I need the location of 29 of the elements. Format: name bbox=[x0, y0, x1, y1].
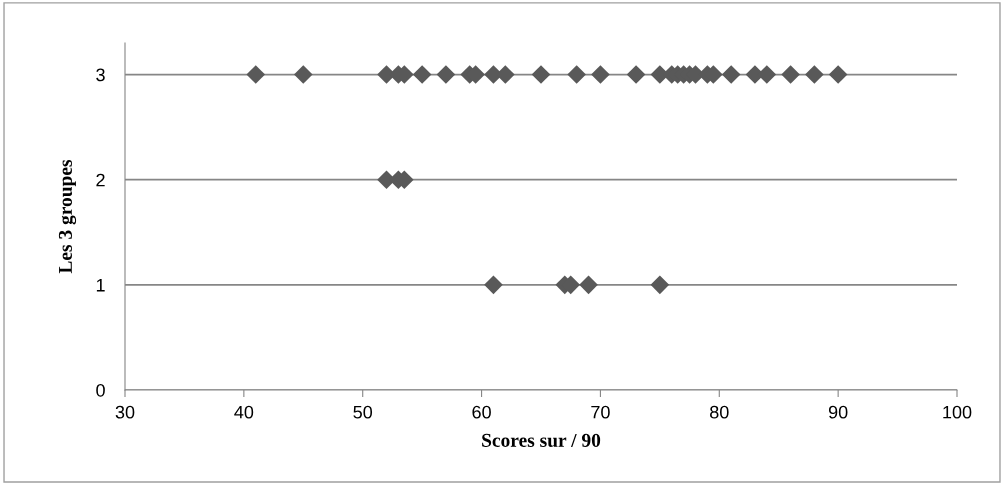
y-tick-label: 1 bbox=[96, 278, 105, 292]
point bbox=[781, 65, 800, 84]
y-tick-label: 2 bbox=[96, 173, 105, 187]
point bbox=[650, 275, 670, 295]
x-tick-label: 40 bbox=[234, 405, 254, 419]
point bbox=[567, 65, 586, 84]
point bbox=[412, 65, 432, 84]
point bbox=[484, 275, 503, 295]
point bbox=[805, 65, 824, 84]
point bbox=[293, 65, 313, 84]
point bbox=[828, 65, 848, 84]
x-tick-label: 30 bbox=[115, 405, 135, 419]
point bbox=[246, 65, 266, 84]
point bbox=[531, 65, 551, 84]
point bbox=[591, 65, 610, 84]
x-tick-label: 70 bbox=[591, 405, 610, 419]
y-tick-label: 0 bbox=[96, 383, 105, 397]
x-tick-label: 50 bbox=[353, 405, 373, 419]
x-axis-title: Scores sur / 90 bbox=[482, 433, 601, 447]
x-tick-label: 80 bbox=[710, 405, 729, 419]
y-axis-title: Les 3 groupes bbox=[58, 159, 77, 274]
x-tick-label: 60 bbox=[472, 405, 491, 419]
x-tick-label: 90 bbox=[828, 405, 848, 419]
point bbox=[626, 65, 646, 84]
point bbox=[579, 275, 598, 295]
y-tick-label: 3 bbox=[96, 68, 105, 82]
point bbox=[721, 65, 741, 84]
point bbox=[436, 65, 456, 84]
x-tick-label: 100 bbox=[943, 405, 972, 419]
